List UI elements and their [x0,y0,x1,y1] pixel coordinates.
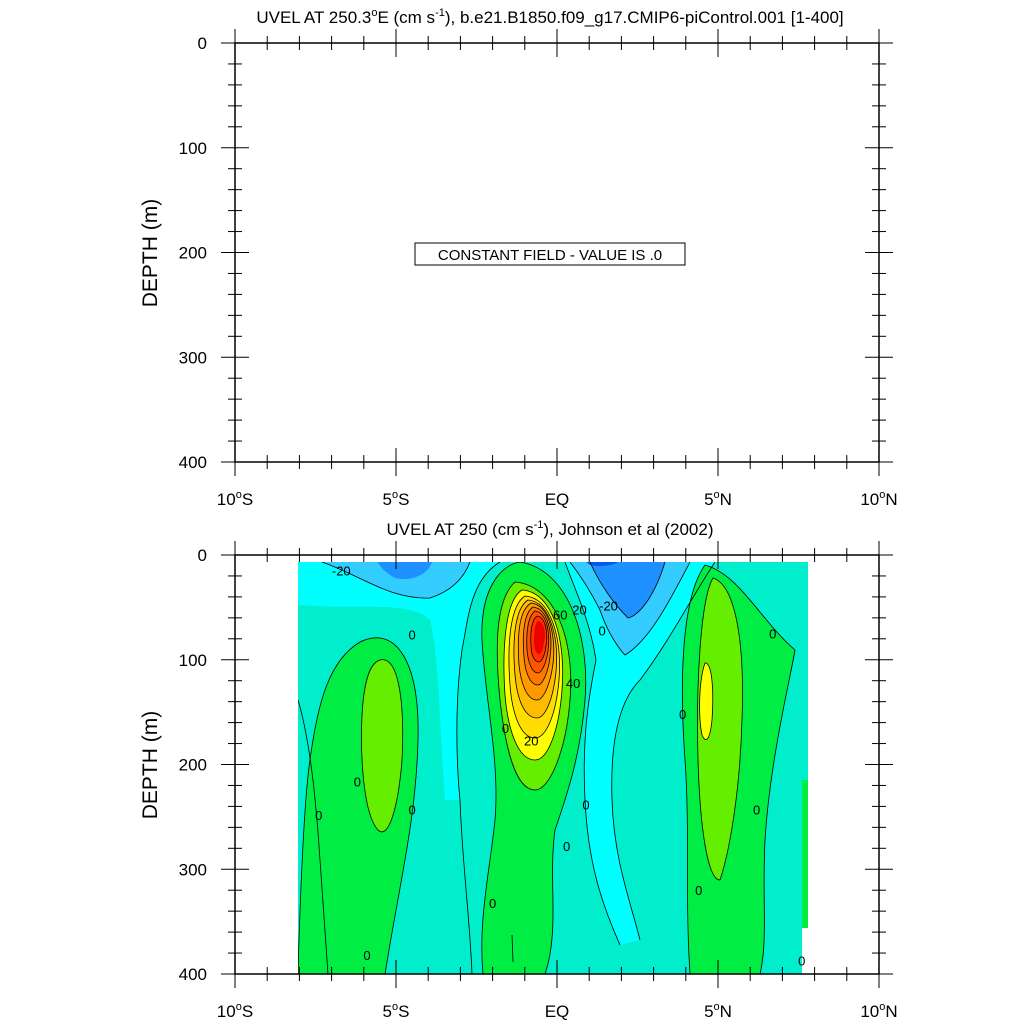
contour-label: -20 [332,564,351,579]
y-tick-label: 100 [179,139,207,158]
contour-lines [297,561,796,974]
contour-label: 0 [408,803,415,818]
x-tick-label: 10oN [860,489,897,509]
contour-label: 0 [489,896,496,911]
notice-text: CONSTANT FIELD - VALUE IS .0 [438,247,662,264]
notice-box [414,242,686,266]
contour-fill-level [320,562,470,599]
missing-data-mask [235,555,879,974]
contour-line [496,581,572,791]
x-tick-label: 10oS [217,1001,253,1021]
y-tick-labels: 0 100 200 300 400 [179,546,207,984]
contour-fill-level [534,621,545,654]
contour-fill-level [586,562,618,566]
contour-label: 0 [753,803,760,818]
contour-label: 0 [679,707,686,722]
contour-line [481,561,521,974]
contour-line [522,606,552,686]
contour-line [297,641,361,974]
contour-fill-level [802,780,808,928]
x-tick-labels: 10oS 5oS EQ 5oN 10oN [217,489,898,509]
contour-fill-level [699,662,713,740]
observation-panel: UVEL AT 250 (cm s-1), Johnson et al (200… [139,519,898,1021]
y-tick-label: 200 [179,244,207,263]
contour-line [321,561,471,599]
panel-title: UVEL AT 250.3oE (cm s-1), b.e21.B1850.f0… [256,7,843,27]
contour-label: 0 [502,721,509,736]
contour-line [569,561,691,656]
contour-line [503,589,564,761]
x-tick-label: 5oS [383,489,410,509]
contour-line [519,561,587,974]
contour-label: 20 [572,602,586,617]
contour-labels: -20 -20 60 20 0 40 20 0 0 0 0 0 0 0 0 0 0 0 0 0 0 [315,564,805,969]
contour-label: 20 [524,733,538,748]
x-tick-label: 10oS [217,489,253,509]
contour-fill-level [378,562,432,580]
contour-line [699,662,714,740]
contour-label: 0 [315,808,322,823]
contour-fill-level [361,659,403,832]
contour-line [511,934,514,963]
x-tick-label: 5oN [704,489,732,509]
constant-field-notice: CONSTANT FIELD - VALUE IS .0 [414,242,686,266]
y-tick-label: 400 [179,965,207,984]
y-axis-label: DEPTH (m) [139,199,162,308]
contour-label: -20 [599,598,618,613]
x-tick-label: 5oN [704,1001,732,1021]
y-tick-label: 0 [198,546,207,565]
contour-label: 0 [354,774,361,789]
contour-line [697,577,743,881]
contour-label: 0 [769,627,776,642]
contour-field [235,555,879,974]
contour-line [564,561,621,946]
contour-line [456,561,501,974]
contour-fill-level [565,562,715,945]
contour-line [682,564,706,974]
contour-fill-level [590,562,665,618]
y-tick-label: 300 [179,348,207,367]
contour-line [589,561,666,619]
contour-line [513,599,557,719]
contour-label: 0 [598,623,605,638]
contour-line [508,595,560,739]
contour-fill-level [298,562,500,800]
model-panel: UVEL AT 250.3oE (cm s-1), b.e21.B1850.f0… [139,7,898,509]
axis-ticks [221,29,893,476]
contour-line [517,602,555,701]
x-tick-labels: 10oS 5oS EQ 5oN 10oN [217,1001,898,1021]
contour-fill-level [697,578,743,880]
y-tick-labels: 0 100 200 300 400 [179,34,207,472]
contour-label: 0 [582,797,589,812]
x-tick-label: 5oS [383,1001,410,1021]
contour-line [359,637,419,974]
contour-label: 0 [695,883,702,898]
x-tick-label: EQ [545,1002,570,1021]
contour-label: 0 [563,839,570,854]
y-tick-label: 0 [198,34,207,53]
contour-line [611,561,716,941]
contour-line [704,564,796,974]
panel-title: UVEL AT 250 (cm s-1), Johnson et al (200… [387,519,714,539]
contour-label: 40 [566,676,580,691]
contour-line [530,615,548,663]
y-tick-label: 100 [179,651,207,670]
contour-line [526,610,550,674]
contour-label: 0 [408,628,415,643]
y-tick-label: 300 [179,860,207,879]
x-tick-label: EQ [545,490,570,509]
y-tick-label: 400 [179,453,207,472]
x-tick-label: 10oN [860,1001,897,1021]
contour-line [297,699,329,974]
contour-label: 0 [798,953,805,968]
missing-data-mask [298,555,808,562]
contour-label: 60 [553,608,567,623]
axis-ticks [221,541,893,988]
contour-line [361,659,404,833]
contour-label: 0 [363,948,370,963]
y-tick-label: 200 [179,756,207,775]
y-axis-label: DEPTH (m) [139,711,162,820]
